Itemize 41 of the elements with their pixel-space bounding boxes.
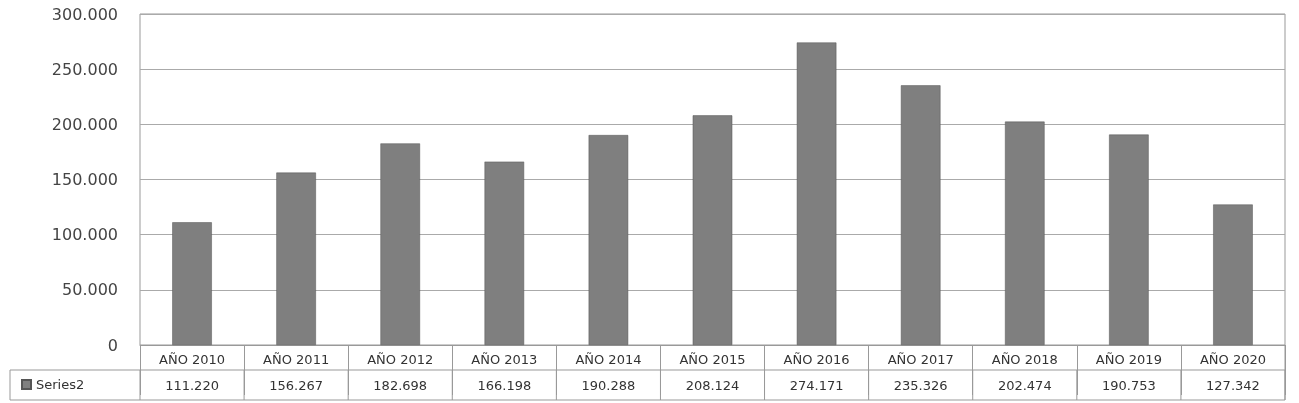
legend-label: Series2	[36, 377, 85, 392]
bar	[588, 135, 629, 345]
data-label: 127.342	[1206, 377, 1260, 393]
x-tick-label: AÑO 2020	[1199, 352, 1266, 367]
x-tick-label: AÑO 2016	[783, 352, 850, 367]
x-tick-label: AÑO 2015	[679, 352, 746, 367]
bar	[796, 42, 837, 345]
data-label: 182.698	[373, 377, 428, 393]
bar	[1109, 134, 1149, 345]
data-label: 235.326	[893, 377, 948, 393]
data-label: 274.171	[789, 377, 844, 393]
x-tick-label: AÑO 2012	[367, 352, 434, 367]
bar	[276, 172, 316, 345]
x-tick-label: AÑO 2010	[159, 352, 226, 367]
data-label: 166.198	[477, 377, 532, 393]
y-tick-label: 300.000	[51, 4, 118, 24]
bar	[692, 115, 733, 345]
data-label: 156.267	[269, 377, 324, 393]
y-tick-label: 250.000	[51, 59, 118, 79]
x-tick-label: AÑO 2013	[471, 352, 538, 367]
y-tick-label: 200.000	[51, 114, 118, 134]
y-tick-label: 0	[107, 335, 118, 355]
bar	[172, 222, 212, 345]
x-tick-label: AÑO 2014	[575, 352, 642, 367]
data-label: 190.288	[581, 377, 636, 393]
data-label: 202.474	[997, 377, 1052, 393]
data-label: 190.753	[1101, 377, 1156, 393]
y-tick-label: 150.000	[51, 170, 118, 189]
bar	[900, 85, 941, 345]
bar	[1213, 204, 1253, 345]
x-tick-label: AÑO 2019	[1095, 352, 1162, 367]
bar	[380, 143, 420, 345]
x-tick-label: AÑO 2018	[991, 352, 1058, 367]
data-label: 111.220	[165, 377, 219, 393]
data-label: 208.124	[685, 377, 740, 393]
x-tick-label: AÑO 2017	[887, 352, 954, 367]
bar	[1005, 121, 1045, 345]
y-tick-label: 50.000	[62, 280, 118, 300]
y-tick-label: 100.000	[51, 225, 118, 245]
x-tick-label: AÑO 2011	[263, 352, 330, 367]
bar	[484, 161, 525, 345]
